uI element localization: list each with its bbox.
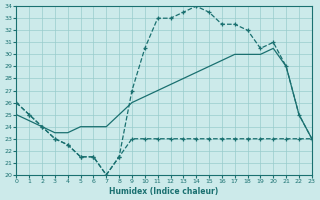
X-axis label: Humidex (Indice chaleur): Humidex (Indice chaleur) bbox=[109, 187, 219, 196]
